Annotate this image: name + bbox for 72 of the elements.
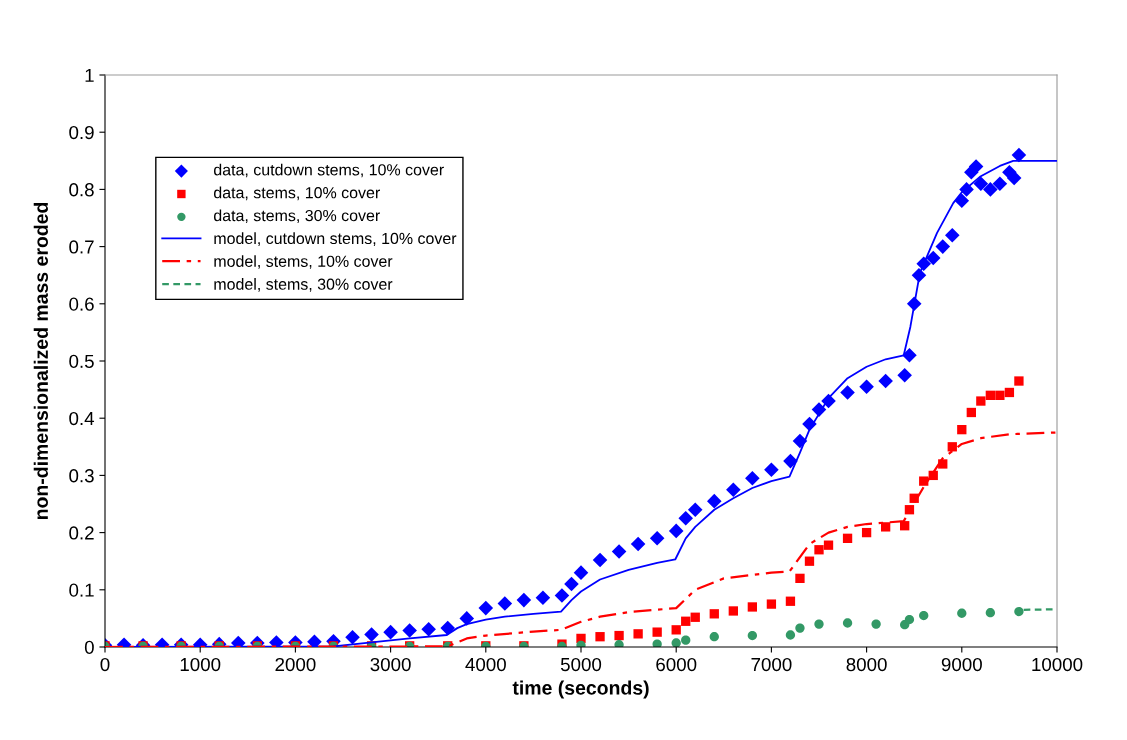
point [1014, 376, 1024, 386]
x-tick-label: 6000 [656, 657, 697, 672]
point [814, 545, 824, 555]
point [814, 619, 824, 629]
point [671, 638, 681, 647]
point [795, 623, 805, 633]
x-tick-label: 7000 [751, 657, 792, 672]
point [966, 407, 976, 418]
point [633, 629, 643, 639]
point [995, 390, 1005, 400]
point [842, 533, 853, 543]
x-tick-label: 2000 [275, 657, 316, 672]
point [709, 609, 719, 619]
legend-label: data, cutdown stems, 10% cover [214, 163, 444, 178]
point [766, 599, 777, 609]
point [681, 635, 691, 645]
y-tick-label: 0 [84, 640, 94, 654]
point [728, 606, 738, 616]
y-tick-label: 0.8 [69, 183, 94, 197]
point [985, 390, 996, 400]
y-tick-label: 0.2 [69, 526, 94, 540]
point [842, 618, 853, 628]
point [904, 614, 915, 625]
point [804, 556, 815, 566]
y-tick-label: 0.3 [69, 469, 94, 483]
point [747, 630, 758, 641]
x-axis-title: time (seconds) [512, 680, 649, 699]
point [823, 540, 834, 550]
point [785, 596, 796, 606]
point [595, 632, 605, 642]
x-tick-label: 10000 [1032, 657, 1083, 672]
x-tick-label: 4000 [465, 657, 506, 672]
point [785, 630, 796, 640]
y-tick-label: 0.5 [69, 354, 94, 368]
x-tick-label: 1000 [180, 657, 221, 672]
point [671, 625, 681, 635]
y-tick-label: 0.7 [69, 240, 94, 254]
legend-label: model, stems, 10% cover [214, 255, 393, 269]
point [957, 424, 967, 435]
y-axis-title: non-dimensionalized mass eroded [33, 202, 49, 520]
x-tick-label: 5000 [560, 657, 602, 672]
point [795, 573, 805, 584]
point [880, 522, 891, 532]
point [747, 602, 758, 612]
legend-label: model, cutdown stems, 10% cover [214, 232, 457, 246]
legend-label: data, stems, 10% cover [214, 186, 380, 201]
point [947, 442, 957, 452]
point [919, 610, 929, 621]
point [652, 627, 662, 637]
legend-label: data, stems, 30% cover [214, 209, 380, 224]
point [709, 632, 719, 642]
point [919, 476, 929, 486]
y-tick-label: 1 [85, 68, 94, 82]
point [1014, 606, 1024, 617]
x-tick-label: 0 [100, 657, 110, 672]
y-tick-label: 0.4 [69, 411, 95, 426]
x-tick-label: 9000 [941, 657, 982, 672]
point [957, 608, 967, 618]
point [861, 527, 872, 538]
y-tick-label: 0.6 [69, 297, 94, 311]
x-tick-label: 8000 [846, 657, 887, 672]
y-tick-label: 0.1 [69, 583, 94, 597]
legend-label: model, stems, 30% cover [214, 278, 393, 292]
point [871, 619, 881, 629]
point [690, 612, 700, 622]
point [976, 396, 986, 406]
x-tick-label: 3000 [370, 657, 411, 672]
point [1004, 387, 1015, 398]
point [681, 616, 691, 626]
point [614, 630, 624, 641]
point [985, 608, 996, 618]
y-tick-label: 0.9 [69, 125, 94, 140]
